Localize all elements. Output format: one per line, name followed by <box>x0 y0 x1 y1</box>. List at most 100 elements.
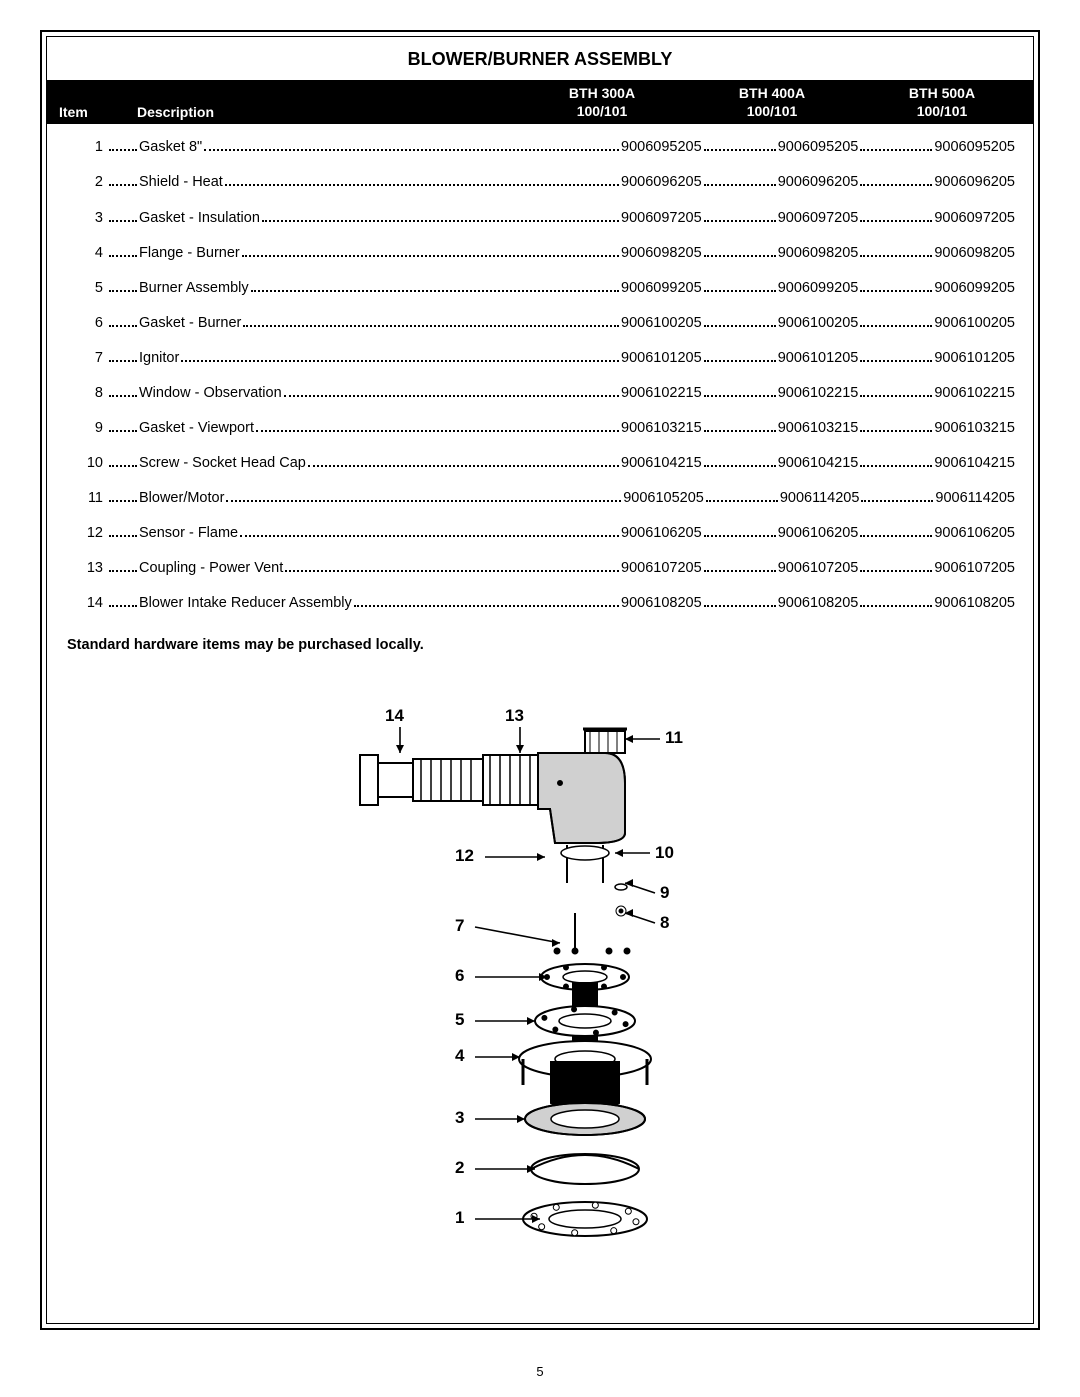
cell-part-500a: 9006095205 <box>934 139 1021 155</box>
leader-dots <box>109 244 137 257</box>
cell-item: 10 <box>59 455 107 471</box>
leader-dots <box>109 454 137 467</box>
header-item: Item <box>47 84 137 120</box>
leader-dots <box>226 489 621 502</box>
leader-dots <box>860 138 932 151</box>
leader-dots <box>240 524 619 537</box>
cell-part-400a: 9006098205 <box>778 245 859 261</box>
table-row: 4Flange - Burner900609820590060982059006… <box>59 244 1021 261</box>
cell-description: Shield - Heat <box>139 174 223 190</box>
leader-dots <box>109 208 137 221</box>
cell-description: Window - Observation <box>139 385 282 401</box>
table-row: 14Blower Intake Reducer Assembly90061082… <box>59 594 1021 611</box>
leader-dots <box>860 173 932 186</box>
leader-dots <box>860 208 932 221</box>
cell-part-300a: 9006106205 <box>621 525 702 541</box>
cell-part-300a: 9006098205 <box>621 245 702 261</box>
leader-dots <box>704 419 776 432</box>
page-title: BLOWER/BURNER ASSEMBLY <box>47 37 1033 80</box>
cell-part-400a: 9006106205 <box>778 525 859 541</box>
leader-dots <box>109 314 137 327</box>
cell-description: Coupling - Power Vent <box>139 560 283 576</box>
cell-description: Gasket - Viewport <box>139 420 254 436</box>
cell-part-400a: 9006102215 <box>778 385 859 401</box>
cell-part-300a: 9006107205 <box>621 560 702 576</box>
cell-part-500a: 9006102215 <box>934 385 1021 401</box>
cell-part-500a: 9006104215 <box>934 455 1021 471</box>
callout-label: 13 <box>505 706 524 725</box>
cell-part-500a: 9006101205 <box>934 350 1021 366</box>
leader-dots <box>285 559 619 572</box>
leader-dots <box>109 594 137 607</box>
callout-label: 11 <box>665 728 683 747</box>
cell-description: Burner Assembly <box>139 280 249 296</box>
callout-label: 1 <box>455 1208 464 1227</box>
model-name: BTH 400A <box>687 84 857 102</box>
cell-part-400a: 9006103215 <box>778 420 859 436</box>
callout-label: 3 <box>455 1108 464 1127</box>
leader-dots <box>109 173 137 186</box>
leader-dots <box>704 559 776 572</box>
table-row: 13Coupling - Power Vent90061072059006107… <box>59 559 1021 576</box>
callout-label: 12 <box>455 846 474 865</box>
cell-part-300a: 9006104215 <box>621 455 702 471</box>
table-row: 11Blower/Motor90061052059006114205900611… <box>59 489 1021 506</box>
exploded-diagram: 1413111012987654321 <box>47 673 1033 1268</box>
cell-part-400a: 9006108205 <box>778 595 859 611</box>
leader-dots <box>109 559 137 572</box>
leader-dots <box>109 524 137 537</box>
callout-label: 8 <box>660 913 669 932</box>
cell-part-300a: 9006105205 <box>623 490 704 506</box>
cell-part-400a: 9006095205 <box>778 139 859 155</box>
leader-dots <box>704 279 776 292</box>
leader-dots <box>284 384 619 397</box>
leader-dots <box>704 594 776 607</box>
cell-item: 8 <box>59 385 107 401</box>
table-row: 3Gasket - Insulation90060972059006097205… <box>59 208 1021 225</box>
leader-dots <box>354 594 619 607</box>
leader-dots <box>109 489 137 502</box>
cell-item: 4 <box>59 245 107 261</box>
callout-label: 7 <box>455 916 464 935</box>
cell-part-500a: 9006103215 <box>934 420 1021 436</box>
cell-part-300a: 9006100205 <box>621 315 702 331</box>
cell-item: 6 <box>59 315 107 331</box>
leader-dots <box>256 419 619 432</box>
leader-dots <box>704 454 776 467</box>
table-row: 8 Window - Observation 9006102215 900610221… <box>59 384 1021 401</box>
leader-dots <box>109 384 137 397</box>
cell-description: Screw - Socket Head Cap <box>139 455 306 471</box>
leader-dots <box>704 314 776 327</box>
leader-dots <box>251 279 619 292</box>
leader-dots <box>262 208 619 221</box>
leader-dots <box>704 349 776 362</box>
cell-part-500a: 9006096205 <box>934 174 1021 190</box>
cell-item: 14 <box>59 595 107 611</box>
parts-table-body: 1Gasket 8"900609520590060952059006095205… <box>47 124 1033 611</box>
leader-dots <box>704 208 776 221</box>
cell-part-400a: 9006096205 <box>778 174 859 190</box>
table-header: Item Description BTH 300A 100/101 BTH 40… <box>47 80 1033 124</box>
leader-dots <box>181 349 619 362</box>
leader-dots <box>860 314 932 327</box>
cell-part-500a: 9006107205 <box>934 560 1021 576</box>
header-model-0: BTH 300A 100/101 <box>517 84 687 120</box>
cell-item: 12 <box>59 525 107 541</box>
callout-label: 14 <box>385 706 404 725</box>
cell-part-500a: 9006114205 <box>935 490 1021 506</box>
cell-part-400a: 9006100205 <box>778 315 859 331</box>
callout-label: 10 <box>655 843 674 862</box>
table-row: 10 Screw - Socket Head Cap 9006104215 90061… <box>59 454 1021 471</box>
table-row: 9 Gasket - Viewport 9006103215 9006103215 90… <box>59 419 1021 436</box>
leader-dots <box>225 173 619 186</box>
cell-item: 3 <box>59 210 107 226</box>
cell-part-300a: 9006103215 <box>621 420 702 436</box>
cell-part-400a: 9006104215 <box>778 455 859 471</box>
cell-item: 9 <box>59 420 107 436</box>
callout-label: 4 <box>455 1046 465 1065</box>
model-name: BTH 500A <box>857 84 1027 102</box>
leader-dots <box>860 594 932 607</box>
leader-dots <box>860 524 932 537</box>
cell-part-400a: 9006114205 <box>780 490 860 506</box>
cell-part-300a: 9006102215 <box>621 385 702 401</box>
